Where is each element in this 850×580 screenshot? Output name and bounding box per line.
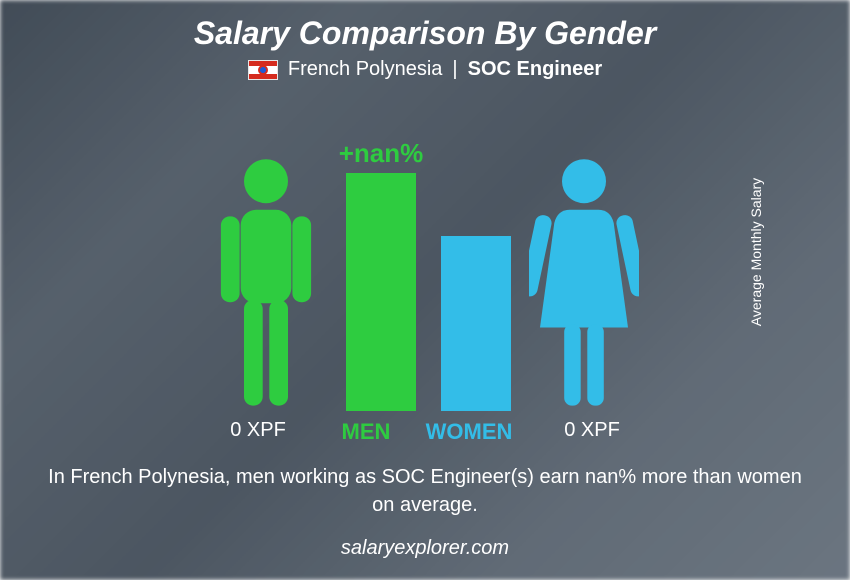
women-salary-value: 0 XPF [537,419,647,445]
chart-area: Average Monthly Salary +nan% [40,92,810,411]
description-text: In French Polynesia, men working as SOC … [40,463,810,519]
footer-credit: salaryexplorer.com [341,537,509,560]
women-bar-column [441,236,511,411]
page-title: Salary Comparison By Gender [194,15,656,52]
separator: | [452,58,457,81]
male-icon-col [211,156,321,411]
subtitle-row: French Polynesia | SOC Engineer [248,58,602,81]
men-salary-value: 0 XPF [203,419,313,445]
women-label: WOMEN [419,419,519,445]
female-icon-col [529,156,639,411]
male-person-icon [211,156,321,411]
women-bar [441,236,511,411]
pct-diff-label: +nan% [339,138,424,169]
y-axis-label: Average Monthly Salary [748,177,764,325]
flag-icon [248,60,278,80]
men-bar-column: +nan% [339,138,424,411]
men-bar [346,173,416,411]
female-person-icon [529,156,639,411]
country-name: French Polynesia [288,58,443,81]
men-label: MEN [331,419,401,445]
job-title: SOC Engineer [468,58,602,81]
infographic-container: Salary Comparison By Gender French Polyn… [0,0,850,580]
labels-row: 0 XPF MEN WOMEN 0 XPF [40,419,810,445]
